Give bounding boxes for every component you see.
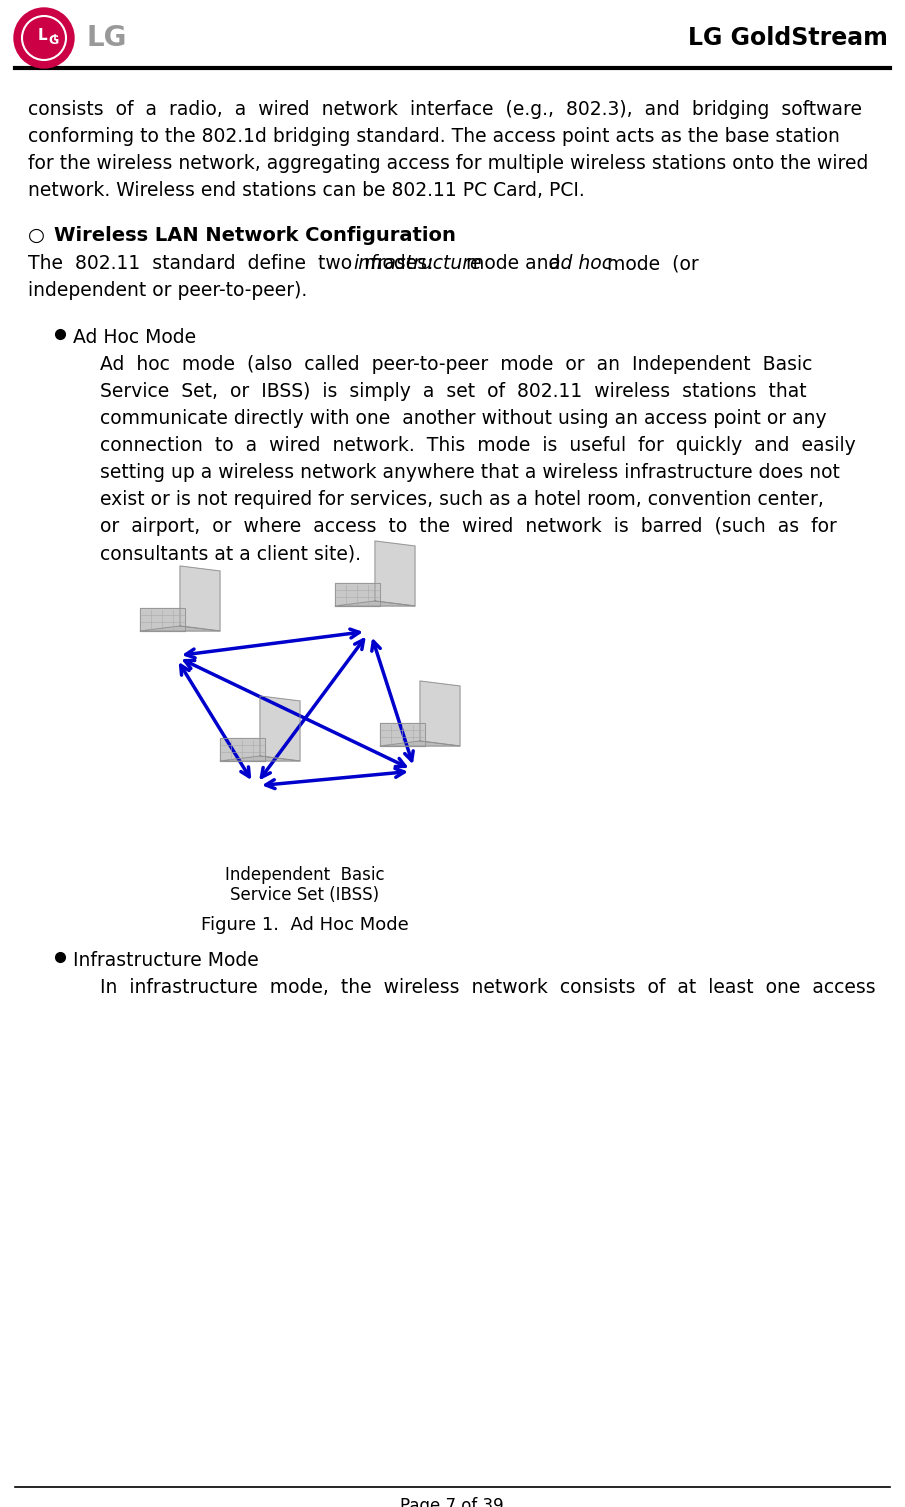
Text: for the wireless network, aggregating access for multiple wireless stations onto: for the wireless network, aggregating ac… [28,154,869,173]
Text: Page 7 of 39: Page 7 of 39 [400,1496,504,1507]
Polygon shape [180,567,220,631]
Text: Figure 1.  Ad Hoc Mode: Figure 1. Ad Hoc Mode [201,916,409,934]
Text: mode  (or: mode (or [601,255,699,273]
Text: L: L [37,29,47,44]
Text: setting up a wireless network anywhere that a wireless infrastructure does not: setting up a wireless network anywhere t… [100,463,840,482]
Text: Ad Hoc Mode: Ad Hoc Mode [73,329,196,347]
Text: mode and: mode and [454,255,573,273]
Text: consultants at a client site).: consultants at a client site). [100,544,361,564]
Text: communicate directly with one  another without using an access point or any: communicate directly with one another wi… [100,408,826,428]
Polygon shape [335,601,415,606]
Polygon shape [260,696,300,761]
Text: or  airport,  or  where  access  to  the  wired  network  is  barred  (such  as : or airport, or where access to the wired… [100,517,837,536]
Text: Independent  Basic: Independent Basic [225,867,385,885]
Text: Ad  hoc  mode  (also  called  peer-to-peer  mode  or  an  Independent  Basic: Ad hoc mode (also called peer-to-peer mo… [100,356,813,374]
Text: Infrastructure Mode: Infrastructure Mode [73,951,259,971]
Polygon shape [380,741,460,746]
Text: conforming to the 802.1d bridging standard. The access point acts as the base st: conforming to the 802.1d bridging standa… [28,127,840,146]
Text: connection  to  a  wired  network.  This  mode  is  useful  for  quickly  and  e: connection to a wired network. This mode… [100,436,856,455]
Text: Service Set (IBSS): Service Set (IBSS) [231,886,379,904]
Text: The  802.11  standard  define  two  modes:: The 802.11 standard define two modes: [28,255,445,273]
Text: independent or peer-to-peer).: independent or peer-to-peer). [28,280,308,300]
Polygon shape [140,607,185,631]
Text: LG: LG [86,24,127,53]
Text: LG GoldStream: LG GoldStream [688,26,888,50]
Polygon shape [375,541,415,606]
Polygon shape [220,757,300,761]
Polygon shape [220,738,265,761]
Text: consists  of  a  radio,  a  wired  network  interface  (e.g.,  802.3),  and  bri: consists of a radio, a wired network int… [28,99,862,119]
Text: exist or is not required for services, such as a hotel room, convention center,: exist or is not required for services, s… [100,490,824,509]
Polygon shape [420,681,460,746]
Text: network. Wireless end stations can be 802.11 PC Card, PCI.: network. Wireless end stations can be 80… [28,181,585,200]
Text: ○: ○ [28,226,45,246]
Polygon shape [335,583,380,606]
Polygon shape [140,625,220,631]
Text: G: G [48,35,58,48]
Text: In  infrastructure  mode,  the  wireless  network  consists  of  at  least  one : In infrastructure mode, the wireless net… [100,978,876,998]
Text: infrastructure: infrastructure [354,255,482,273]
Circle shape [14,8,74,68]
Polygon shape [380,723,425,746]
Text: Service  Set,  or  IBSS)  is  simply  a  set  of  802.11  wireless  stations  th: Service Set, or IBSS) is simply a set of… [100,381,806,401]
Text: Wireless LAN Network Configuration: Wireless LAN Network Configuration [54,226,456,246]
Text: ad hoc: ad hoc [543,255,618,273]
